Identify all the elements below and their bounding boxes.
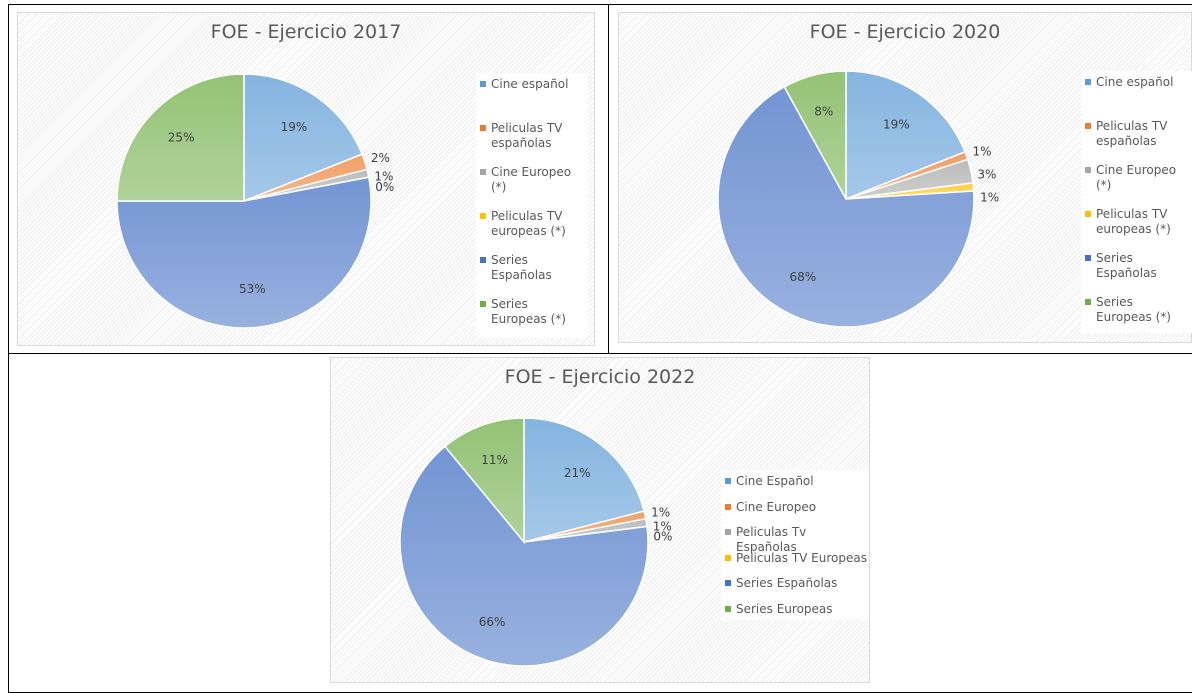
chart: FOE - Ejercicio 2020 19% 1% 3% 1% 68% 8% Cine e…	[618, 12, 1192, 343]
legend-swatch	[1085, 211, 1091, 217]
legend-item: Cine Europeo (*)	[480, 165, 580, 195]
legend-label: Peliculas TV europeas (*)	[491, 209, 566, 238]
legend-swatch	[725, 478, 731, 484]
legend-swatch	[1085, 123, 1091, 129]
legend-label: Series Europeas (*)	[1096, 295, 1171, 324]
legend: Cine Español Cine Europeo Peliculas Tv Esp…	[721, 470, 869, 620]
legend-label: Cine Europeo (*)	[491, 165, 572, 194]
legend-swatch	[725, 529, 731, 535]
legend-label: Peliculas TV Europeas	[736, 550, 867, 565]
legend-item: Peliculas TV españolas	[480, 121, 580, 151]
legend-item: Series Españolas	[1085, 251, 1190, 281]
chart-title: FOE - Ejercicio 2017	[210, 21, 402, 43]
legend-label: Cine Europeo (*)	[1096, 163, 1177, 192]
legend-swatch	[1085, 167, 1091, 173]
pie-slice	[243, 73, 364, 203]
legend-swatch	[1085, 299, 1091, 305]
data-label: 66%	[479, 615, 506, 629]
legend-swatch	[480, 257, 486, 263]
data-label: 1%	[653, 520, 672, 534]
chart-title: FOE - Ejercicio 2022	[504, 366, 696, 388]
legend-label: Peliculas TV europeas (*)	[1096, 207, 1171, 236]
legend-swatch	[480, 213, 486, 219]
legend-swatch	[725, 554, 731, 561]
legend-label: Peliculas TV españolas	[1096, 119, 1168, 148]
legend-item: Series Españolas	[480, 253, 580, 283]
legend-label: Peliculas Tv Españolas	[736, 525, 807, 554]
legend-item: Series Europeas	[725, 602, 870, 617]
data-label: 68%	[789, 270, 816, 284]
legend-label: Series Europeas	[736, 601, 833, 616]
legend-item: Peliculas TV Europeas	[725, 551, 870, 566]
legend-item: Series Europeas (*)	[480, 297, 580, 327]
data-label: 19%	[883, 117, 910, 131]
data-label: 8%	[814, 105, 833, 119]
legend-label: Cine Español	[736, 474, 814, 488]
data-label: 53%	[239, 282, 266, 296]
legend-item: Cine Europeo (*)	[1085, 163, 1190, 193]
pie: 19% 2% 1%0% 53% 25%	[116, 73, 394, 329]
data-label: 25%	[168, 131, 195, 145]
legend-swatch	[725, 503, 731, 510]
legend-swatch	[1085, 79, 1091, 85]
legend-item: Peliculas TV europeas (*)	[480, 209, 580, 239]
pie-slice	[116, 176, 372, 329]
legend-item: Peliculas TV europeas (*)	[1085, 207, 1190, 237]
data-label: 0%	[375, 180, 394, 194]
legend-item: Series Europeas (*)	[1085, 295, 1190, 325]
legend-item: Cine español	[1085, 75, 1190, 90]
pie-slice	[399, 445, 649, 667]
legend-swatch	[725, 605, 731, 612]
data-label: 21%	[564, 466, 591, 480]
pie-slice	[717, 85, 975, 328]
legend: Cine español Peliculas TV españolas Cine E…	[1081, 71, 1192, 333]
legend-swatch	[480, 125, 486, 131]
legend-label: Cine español	[491, 77, 569, 91]
legend-label: Cine español	[1096, 75, 1174, 89]
legend-swatch	[1085, 255, 1091, 261]
legend-swatch	[480, 301, 486, 307]
data-label: 1%	[980, 190, 999, 204]
legend-label: Peliculas TV españolas	[491, 121, 563, 150]
data-label: 2%	[371, 151, 390, 165]
pie-slice	[443, 417, 525, 545]
legend-swatch	[725, 580, 731, 586]
legend-item: Series Españolas	[725, 576, 870, 591]
legend-label: Series Europeas (*)	[491, 297, 566, 326]
legend-swatch	[480, 81, 486, 87]
chart-title: FOE - Ejercicio 2020	[809, 21, 1001, 43]
data-label: 19%	[281, 120, 308, 134]
legend-item: Cine Español	[725, 474, 870, 489]
legend: Cine español Peliculas TV españolas Cine E…	[476, 73, 588, 338]
data-label: 1%	[374, 170, 393, 184]
chart: FOE - Ejercicio 2017 19% 2% 1% 0% 53% 25% Cine …	[17, 12, 595, 346]
legend-label: Cine Europeo	[736, 499, 817, 514]
legend-item: Peliculas Tv Españolas	[725, 525, 870, 555]
data-label: 0%	[653, 530, 672, 544]
legend-label: Series Españolas	[736, 576, 838, 590]
pie-slice	[845, 70, 966, 201]
legend-swatch	[480, 169, 486, 175]
pie-slice	[783, 70, 847, 200]
pie-slice	[116, 73, 245, 202]
data-label: 1%	[651, 505, 670, 519]
legend-item: Cine español	[480, 77, 580, 92]
legend-item: Cine Europeo	[725, 500, 870, 515]
data-label: 11%	[481, 453, 508, 467]
legend-label: Series Españolas	[1096, 251, 1157, 280]
pie: 21%1%1%0%66%11%	[399, 417, 672, 667]
data-label: 1%	[973, 145, 992, 159]
legend-label: Series Españolas	[491, 253, 552, 282]
chart: FOE - Ejercicio 2022 21% 1% 1% 0% 66% 11% Cine …	[330, 357, 870, 683]
pie: 19% 1% 3% 1% 68% 8%	[717, 70, 999, 328]
data-label: 3%	[977, 167, 996, 181]
pie-slice	[523, 417, 646, 543]
legend-item: Peliculas TV españolas	[1085, 119, 1190, 149]
